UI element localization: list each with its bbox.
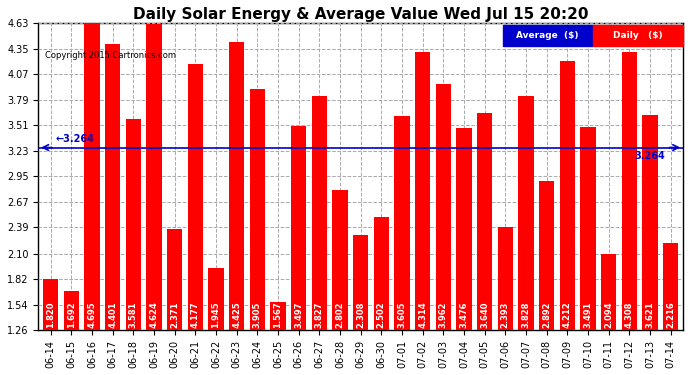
Text: 2.393: 2.393 xyxy=(501,302,510,328)
Bar xyxy=(477,113,493,330)
Bar xyxy=(291,126,306,330)
Text: Daily   ($): Daily ($) xyxy=(613,31,662,40)
Text: 4.314: 4.314 xyxy=(418,302,427,328)
Text: 1.692: 1.692 xyxy=(67,302,76,328)
Bar xyxy=(229,42,244,330)
Bar xyxy=(208,268,224,330)
Bar xyxy=(126,118,141,330)
Text: 1.945: 1.945 xyxy=(212,302,221,328)
Bar xyxy=(43,279,59,330)
Text: 3.621: 3.621 xyxy=(645,302,655,328)
Bar xyxy=(622,53,637,330)
Bar xyxy=(312,96,327,330)
Title: Daily Solar Energy & Average Value Wed Jul 15 20:20: Daily Solar Energy & Average Value Wed J… xyxy=(133,7,589,22)
Bar xyxy=(415,52,431,330)
Text: ←3.264: ←3.264 xyxy=(56,134,95,144)
Text: 3.264: 3.264 xyxy=(635,151,665,161)
Text: 1.567: 1.567 xyxy=(273,302,282,328)
Text: 4.401: 4.401 xyxy=(108,302,117,328)
Text: 3.962: 3.962 xyxy=(439,302,448,328)
Text: 2.802: 2.802 xyxy=(335,302,344,328)
Bar xyxy=(394,117,410,330)
Text: 4.308: 4.308 xyxy=(625,302,634,328)
FancyBboxPatch shape xyxy=(593,25,683,46)
Bar xyxy=(188,64,203,330)
Bar xyxy=(270,302,286,330)
Bar xyxy=(167,229,182,330)
Text: 3.497: 3.497 xyxy=(294,302,303,328)
Text: 2.094: 2.094 xyxy=(604,302,613,328)
Bar xyxy=(105,44,121,330)
Text: 1.820: 1.820 xyxy=(46,302,55,328)
Bar xyxy=(84,17,100,330)
FancyBboxPatch shape xyxy=(502,25,593,46)
Bar xyxy=(435,84,451,330)
Text: 3.905: 3.905 xyxy=(253,302,262,328)
Text: 3.491: 3.491 xyxy=(584,302,593,328)
Text: 2.892: 2.892 xyxy=(542,302,551,328)
Text: 3.640: 3.640 xyxy=(480,302,489,328)
Text: 3.476: 3.476 xyxy=(460,302,469,328)
Bar xyxy=(601,254,616,330)
Text: 2.308: 2.308 xyxy=(356,302,365,328)
Text: 4.177: 4.177 xyxy=(191,302,200,328)
Text: 4.624: 4.624 xyxy=(150,302,159,328)
Bar xyxy=(353,235,368,330)
Bar xyxy=(146,24,161,330)
Text: 3.828: 3.828 xyxy=(522,302,531,328)
Bar xyxy=(497,227,513,330)
Bar xyxy=(456,128,472,330)
Text: 3.827: 3.827 xyxy=(315,302,324,328)
Text: 3.605: 3.605 xyxy=(397,302,406,328)
Text: 3.581: 3.581 xyxy=(129,302,138,328)
Text: 2.216: 2.216 xyxy=(666,302,675,328)
Bar xyxy=(63,291,79,330)
Bar xyxy=(580,127,595,330)
Text: 2.502: 2.502 xyxy=(377,302,386,328)
Bar xyxy=(560,61,575,330)
Text: 2.371: 2.371 xyxy=(170,302,179,328)
Bar xyxy=(373,217,389,330)
Bar xyxy=(642,115,658,330)
Text: Average  ($): Average ($) xyxy=(516,31,579,40)
Text: Copyright 2015 Cartronics.com: Copyright 2015 Cartronics.com xyxy=(45,51,176,60)
Text: 4.212: 4.212 xyxy=(563,302,572,328)
Bar xyxy=(663,243,678,330)
Text: 4.695: 4.695 xyxy=(88,302,97,328)
Bar xyxy=(539,182,554,330)
Text: 4.425: 4.425 xyxy=(232,302,241,328)
Bar xyxy=(518,96,534,330)
Bar xyxy=(333,190,348,330)
Bar xyxy=(250,89,265,330)
